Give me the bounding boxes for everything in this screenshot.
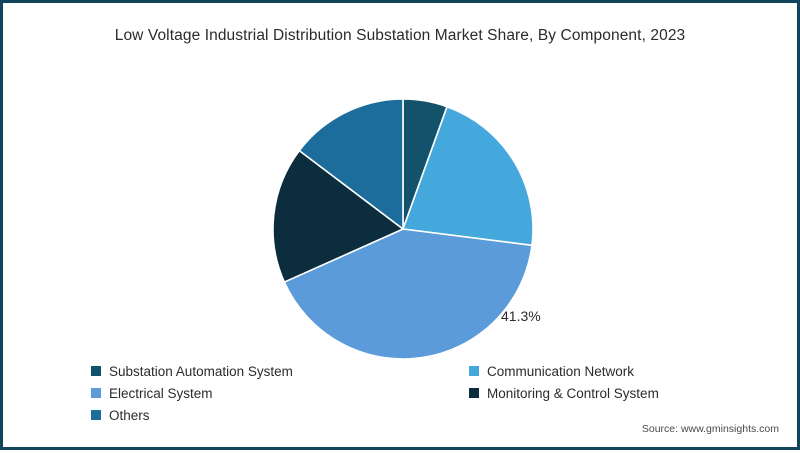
legend-item[interactable]: Substation Automation System	[91, 361, 293, 381]
legend-item[interactable]: Others	[91, 405, 293, 425]
chart-legend: Substation Automation System Electrical S…	[91, 361, 721, 427]
pie-slice[interactable]	[298, 98, 404, 230]
legend-item-label: Communication Network	[487, 363, 635, 379]
legend-column-right: Communication Network Monitoring & Contro…	[469, 361, 659, 405]
pie-chart	[272, 98, 534, 360]
legend-swatch-icon	[91, 366, 101, 376]
pie-slice[interactable]	[283, 228, 533, 360]
page-title: Low Voltage Industrial Distribution Subs…	[114, 27, 686, 44]
legend-item-label: Monitoring & Control System	[487, 385, 659, 401]
legend-item[interactable]: Monitoring & Control System	[469, 383, 659, 403]
legend-item-label: Substation Automation System	[109, 363, 293, 379]
legend-column-left: Substation Automation System Electrical S…	[91, 361, 293, 427]
legend-item-label: Others	[109, 407, 150, 423]
pie-slice[interactable]	[272, 149, 404, 283]
slice-data-label-electrical-system: 41.3%	[501, 308, 541, 324]
legend-item[interactable]: Electrical System	[91, 383, 293, 403]
pie-slice[interactable]	[402, 105, 534, 247]
pie-chart-area: 41.3%	[3, 3, 800, 453]
legend-item[interactable]: Communication Network	[469, 361, 659, 381]
legend-swatch-icon	[91, 410, 101, 420]
legend-swatch-icon	[469, 388, 479, 398]
legend-swatch-icon	[91, 388, 101, 398]
legend-item-label: Electrical System	[109, 385, 213, 401]
chart-canvas: Low Voltage Industrial Distribution Subs…	[3, 3, 797, 447]
source-attribution: Source: www.gminsights.com	[641, 423, 779, 435]
legend-swatch-icon	[469, 366, 479, 376]
